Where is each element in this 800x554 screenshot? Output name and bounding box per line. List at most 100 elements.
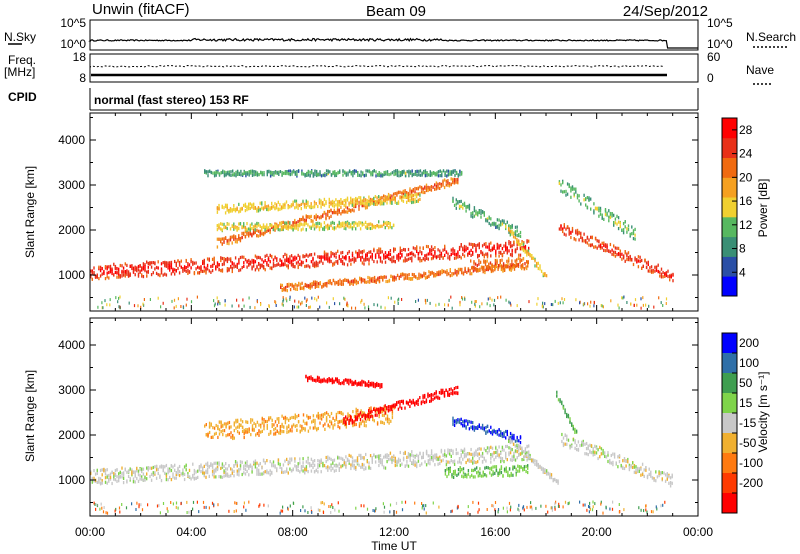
data-cell [330,422,333,426]
data-cell [611,212,613,216]
data-cell [468,458,471,462]
data-cell [575,190,577,194]
data-cell [518,452,520,456]
data-cell [228,464,230,468]
data-cell [250,171,252,175]
data-cell [108,265,110,269]
data-cell [243,467,245,471]
data-cell [343,221,345,225]
data-cell [368,262,370,266]
data-cell [386,170,389,174]
data-cell [455,386,457,390]
data-cell [317,426,319,431]
data-cell [454,271,456,275]
data-cell [650,265,653,269]
data-cell [603,241,605,245]
data-cell [395,169,397,173]
data-cell [404,171,407,175]
data-cell [124,270,126,274]
data-cell [202,466,204,470]
data-cell [483,447,485,451]
data-cell [228,474,230,478]
data-cell [315,262,317,266]
data-cell [378,220,380,224]
data-cell [516,240,518,244]
data-cell [346,210,349,214]
data-cell [618,306,620,310]
data-cell [245,174,247,178]
data-cell [640,306,642,310]
data-cell [359,202,362,206]
data-cell [437,170,440,174]
data-cell [462,457,464,461]
data-cell [308,215,311,219]
data-cell [252,203,255,207]
data-cell [399,246,401,250]
data-cell [475,211,477,215]
data-cell [314,285,316,289]
data-cell [452,419,454,423]
data-cell [208,464,210,469]
data-cell [669,274,671,278]
colorbar-segment [722,177,737,198]
data-cell [286,430,288,434]
data-cell [540,269,543,273]
data-cell [333,261,336,265]
data-cell [481,302,483,306]
data-cell [347,173,349,177]
data-cell [662,304,664,307]
data-cell [299,457,301,461]
data-cell [309,253,311,257]
data-cell [299,282,302,286]
data-cell [451,170,453,174]
data-cell [258,173,260,177]
data-cell [455,421,457,425]
data-cell [224,299,226,303]
data-cell [281,430,283,434]
data-cell [322,202,324,206]
data-cell [617,246,620,250]
data-cell [425,452,428,456]
data-cell [463,449,466,453]
data-cell [394,247,396,251]
data-cell [346,380,348,384]
data-cell [254,462,257,466]
data-cell [190,300,193,304]
data-cell [333,458,336,462]
data-cell [375,280,377,284]
data-cell [137,272,140,276]
data-cell [478,246,480,250]
data-cell [278,431,280,435]
data-cell [281,172,283,177]
data-cell [307,264,309,268]
data-cell [303,203,306,207]
data-cell [141,469,143,474]
data-cell [337,464,339,468]
data-cell [351,460,354,464]
data-cell [206,257,209,261]
data-cell [434,456,436,460]
data-cell [511,232,513,236]
data-cell [269,171,272,175]
data-cell [220,256,222,260]
data-cell [503,460,505,464]
data-cell [281,422,283,426]
data-cell [488,242,490,246]
data-cell [305,215,307,219]
data-cell [119,475,121,479]
data-cell [508,240,510,244]
data-cell [277,462,280,466]
data-cell [289,283,292,287]
data-cell [276,170,278,174]
data-cell [399,256,401,260]
data-cell [343,225,345,229]
data-cell [407,401,409,405]
data-cell [458,254,461,259]
data-cell [539,267,541,271]
data-cell [419,256,421,261]
data-cell [361,221,363,225]
data-cell [622,296,624,300]
data-cell [532,256,535,260]
data-cell [396,401,398,405]
data-cell [384,411,386,415]
